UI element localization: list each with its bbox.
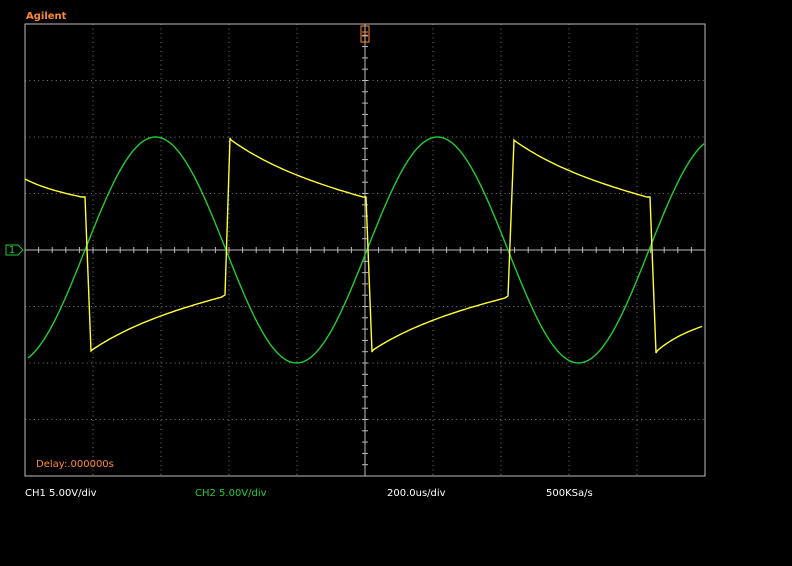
- ch2-scale: CH2 5.00V/div: [195, 488, 267, 499]
- trigger-marker: [360, 25, 370, 43]
- ch1-scale: CH1 5.00V/div: [25, 488, 97, 499]
- graticule-border: [24, 23, 706, 477]
- graticule: [24, 23, 705, 476]
- delay-readout: Delay:.000000s: [36, 459, 114, 470]
- timebase: 200.0us/div: [387, 488, 446, 499]
- ground-marker-label: 1: [9, 245, 15, 256]
- ch2-waveform: [27, 136, 705, 364]
- sample-rate: 500KSa/s: [546, 488, 593, 499]
- ground-marker: 1: [5, 244, 24, 256]
- brand: Agilent: [26, 11, 67, 22]
- ch1-waveform: [24, 137, 703, 354]
